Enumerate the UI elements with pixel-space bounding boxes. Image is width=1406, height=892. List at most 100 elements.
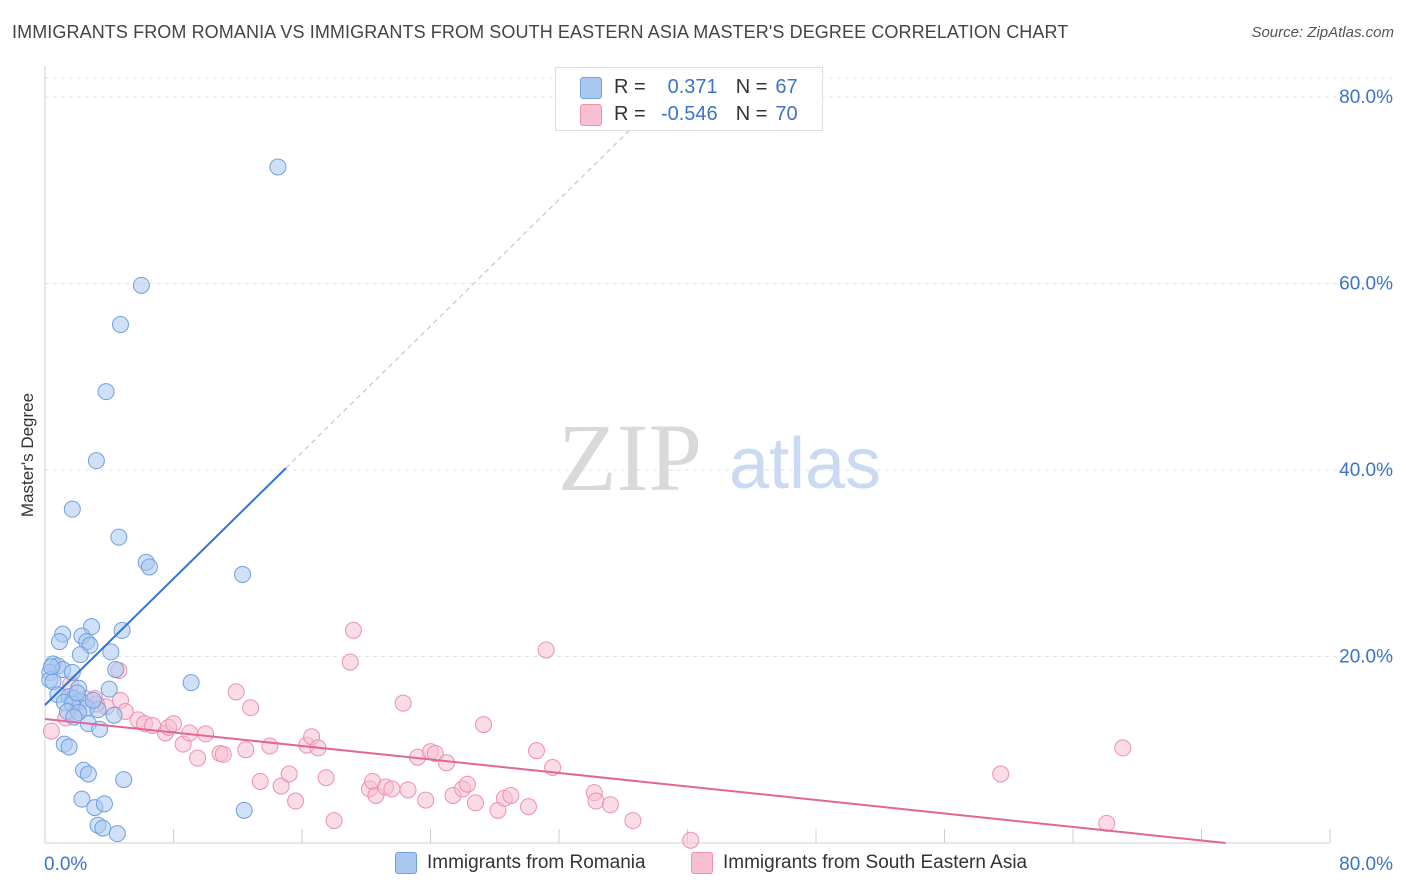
data-point-sea [344,621,362,639]
data-point-sea [214,745,232,763]
watermark: ZIP atlas [558,404,881,511]
data-point-romania [95,795,113,813]
legend-swatch-pink [691,852,713,874]
data-point-romania [269,158,287,176]
y-tick-label: 60.0% [1339,274,1393,295]
data-point-sea [502,786,520,804]
r-label: R = [614,76,646,98]
stats-swatch-blue [580,76,602,99]
data-point-romania [115,771,133,789]
data-point-romania [108,825,126,843]
data-point-sea [537,641,555,659]
trend-line-sea [44,717,1226,844]
data-point-sea [458,775,476,793]
data-point-romania [63,663,81,681]
data-point-sea [601,796,619,814]
data-point-sea [251,772,269,790]
stats-row-sea: R = -0.546 N = 70 [580,103,798,126]
data-point-sea [394,694,412,712]
data-point-romania [132,276,150,294]
tick-labels: 20.0% 40.0% 60.0% 80.0% 0.0% 80.0% [44,87,1393,875]
data-point-romania [63,500,81,518]
data-point-romania [100,680,118,698]
data-point-sea [399,781,417,799]
stats-legend: R = 0.371 N = 67 R = -0.546 N = 70 [555,67,823,131]
data-point-romania [111,316,129,334]
data-point-romania [87,452,105,470]
y-tick-label: 80.0% [1339,87,1393,108]
y-tick-label: 20.0% [1339,647,1393,668]
watermark-zip: ZIP [558,404,702,511]
data-point-sea [272,777,290,795]
y-axis-label: Master's Degree [18,393,37,517]
data-point-romania [68,684,86,702]
data-point-sea [317,769,335,787]
chart-title: IMMIGRANTS FROM ROMANIA VS IMMIGRANTS FR… [12,22,1069,42]
data-point-romania [102,643,120,661]
data-point-sea [587,792,605,810]
data-point-romania [97,383,115,401]
data-point-sea [383,780,401,798]
r-value: 0.371 [667,76,718,98]
data-point-romania [110,528,128,546]
data-point-romania [84,691,102,709]
data-point-romania [50,633,68,651]
data-point-romania [235,801,253,819]
data-point-romania [73,790,91,808]
n-label: N = [735,103,768,125]
data-point-sea [624,812,642,830]
data-point-sea [280,765,298,783]
data-point-romania [234,565,252,583]
data-point-romania [71,646,89,664]
data-point-sea [475,716,493,734]
legend-item-romania[interactable]: Immigrants from Romania [395,852,646,874]
data-point-sea [325,812,343,830]
legend-label-romania: Immigrants from Romania [427,852,646,873]
data-point-sea [227,683,245,701]
data-point-sea [287,792,305,810]
r-label: R = [614,103,646,125]
legend-item-sea[interactable]: Immigrants from South Eastern Asia [691,852,1027,874]
data-point-sea [261,737,279,755]
n-value: 70 [775,103,798,125]
data-point-sea [438,754,456,772]
trend-lines [44,96,1226,844]
bottom-legend: Immigrants from Romania Immigrants from … [0,850,1406,880]
data-point-romania [60,738,78,756]
data-point-sea [197,725,215,743]
data-point-sea [682,831,700,849]
watermark-atlas: atlas [729,424,881,504]
data-point-sea [341,653,359,671]
n-label: N = [735,76,768,98]
stats-row-romania: R = 0.371 N = 67 [580,76,798,99]
data-point-sea [417,791,435,809]
data-point-romania [94,819,112,837]
trend-line-romania-extension [285,96,664,469]
data-point-romania [79,765,97,783]
trend-line-romania [44,467,287,706]
data-point-sea [992,765,1010,783]
stats-swatch-pink [580,103,602,126]
x-tick-label-max: 80.0% [1339,854,1393,875]
data-point-sea [165,715,182,733]
r-value: -0.546 [660,103,718,125]
source-label: Source: ZipAtlas.com [1251,24,1394,41]
data-point-sea [426,744,444,762]
y-tick-label: 40.0% [1339,460,1393,481]
data-point-romania [140,558,158,576]
data-point-sea [1114,739,1132,757]
data-point-romania [107,661,125,679]
n-value: 67 [775,76,798,98]
data-point-sea [242,699,260,717]
legend-label-sea: Immigrants from South Eastern Asia [723,852,1028,873]
data-point-sea [466,794,484,812]
x-tick-label-min: 0.0% [44,854,87,875]
data-point-romania [105,706,123,724]
data-point-sea [189,749,207,767]
data-point-sea [519,798,537,816]
data-point-sea [42,722,60,740]
data-point-romania [182,674,200,692]
legend-swatch-blue [395,852,417,874]
data-point-sea [528,742,546,760]
